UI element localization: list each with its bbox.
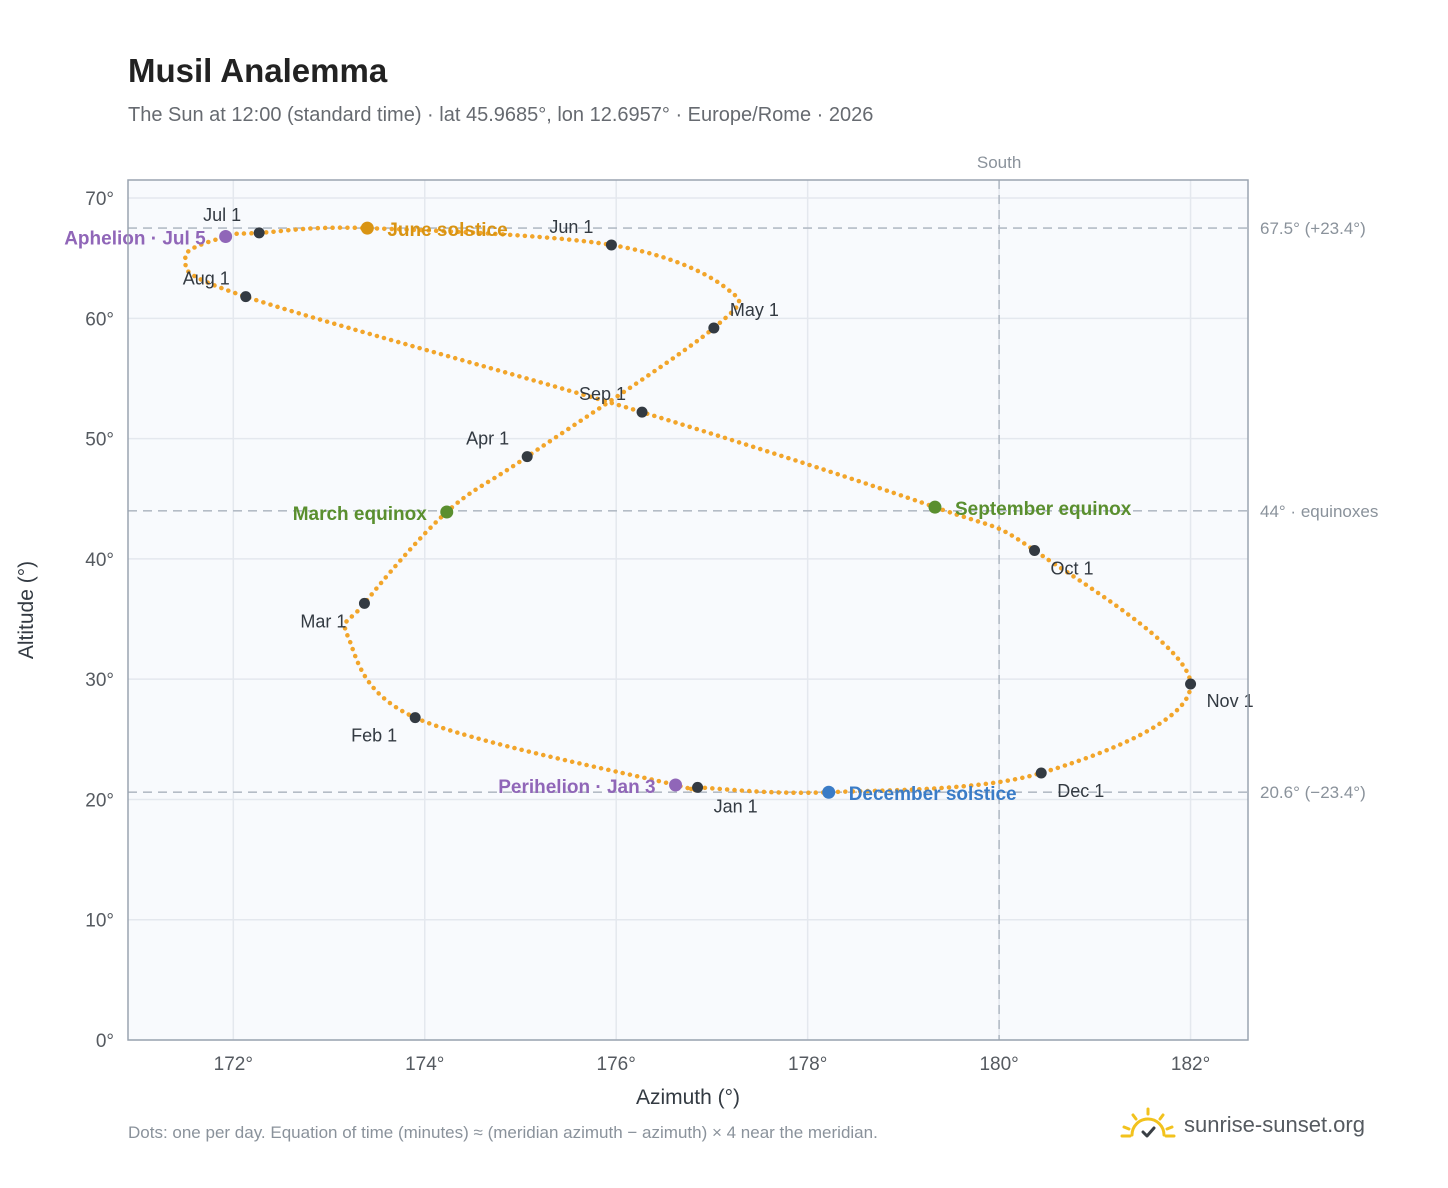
month-label: Apr 1 — [466, 429, 509, 449]
meridian-label: South — [977, 153, 1021, 172]
reference-line-label: 67.5° (+23.4°) — [1260, 219, 1366, 238]
y-tick-label: 20° — [85, 790, 114, 811]
month-marker — [1029, 544, 1041, 556]
month-marker — [1185, 678, 1197, 690]
y-tick-label: 40° — [85, 550, 114, 571]
event-marker — [928, 500, 942, 514]
x-tick-label: 176° — [597, 1054, 636, 1075]
axes: 172° 174° 176° 178° 180° 182° 0° 10° 20° 30° 40° 50… — [15, 189, 1210, 1109]
plot-background — [128, 180, 1248, 1040]
footnote: Dots: one per day. Equation of time (min… — [128, 1123, 878, 1142]
month-label: Sep 1 — [579, 384, 626, 404]
month-label: Jan 1 — [714, 796, 758, 816]
event-label: September equinox — [955, 499, 1132, 520]
event-marker — [822, 785, 836, 799]
x-axis-label: Azimuth (°) — [636, 1086, 740, 1109]
event-markers: June solstice December solstice March equi… — [64, 220, 1132, 805]
month-marker — [253, 227, 265, 239]
month-marker — [521, 451, 533, 463]
brand-name: sunrise-sunset.org — [1184, 1112, 1365, 1137]
month-label: Jun 1 — [549, 217, 593, 237]
event-label: June solstice — [387, 220, 507, 241]
reference-line-label: 20.6° (−23.4°) — [1260, 783, 1366, 802]
y-tick-label: 60° — [85, 309, 114, 330]
x-tick-label: 172° — [214, 1054, 253, 1075]
reference-line-label: 44° · equinoxes — [1260, 502, 1378, 521]
sun-check-icon — [1120, 1107, 1176, 1138]
month-marker — [358, 597, 370, 609]
x-tick-label: 174° — [405, 1054, 444, 1075]
month-label: Oct 1 — [1051, 558, 1094, 578]
event-label: Aphelion · Jul 5 — [64, 229, 206, 250]
month-label: Feb 1 — [351, 726, 397, 746]
month-marker — [708, 322, 720, 334]
month-markers: Jan 1 Feb 1 Mar 1 Apr 1 May 1 Jun 1 Jul 1 Aug 1… — [183, 205, 1254, 816]
x-tick-label: 178° — [788, 1054, 827, 1075]
plot-frame — [127, 179, 1249, 1041]
event-marker — [360, 221, 374, 235]
brand-logo[interactable]: sunrise-sunset.org — [1120, 1100, 1365, 1150]
y-tick-label: 30° — [85, 670, 114, 691]
month-label: Jul 1 — [203, 205, 241, 225]
month-label: Mar 1 — [300, 611, 346, 631]
month-label: Dec 1 — [1057, 781, 1104, 801]
event-marker — [669, 778, 683, 792]
y-tick-label: 0° — [96, 1031, 114, 1052]
reference-lines: South 67.5° (+23.4°) 44° · equinoxes 20.6° … — [128, 153, 1378, 1040]
y-tick-label: 50° — [85, 430, 114, 451]
month-marker — [605, 239, 617, 251]
month-marker — [1035, 767, 1047, 779]
month-marker — [692, 781, 704, 793]
y-tick-label: 10° — [85, 911, 114, 932]
event-marker — [440, 505, 454, 519]
event-marker — [219, 230, 233, 244]
month-marker — [636, 406, 648, 418]
month-marker — [240, 291, 252, 303]
y-tick-label: 70° — [85, 189, 114, 210]
chart-subtitle: The Sun at 12:00 (standard time) · lat 4… — [128, 104, 874, 126]
x-tick-label: 182° — [1171, 1054, 1210, 1075]
x-tick-label: 180° — [979, 1054, 1018, 1075]
month-label: May 1 — [730, 300, 779, 320]
event-label: March equinox — [293, 504, 428, 525]
event-label: Perihelion · Jan 3 — [498, 777, 655, 798]
month-marker — [409, 712, 421, 724]
chart-title: Musil Analemma — [128, 52, 388, 89]
event-label: December solstice — [849, 784, 1017, 805]
month-label: Nov 1 — [1207, 691, 1254, 711]
month-label: Aug 1 — [183, 269, 230, 289]
y-axis-label: Altitude (°) — [15, 561, 38, 659]
